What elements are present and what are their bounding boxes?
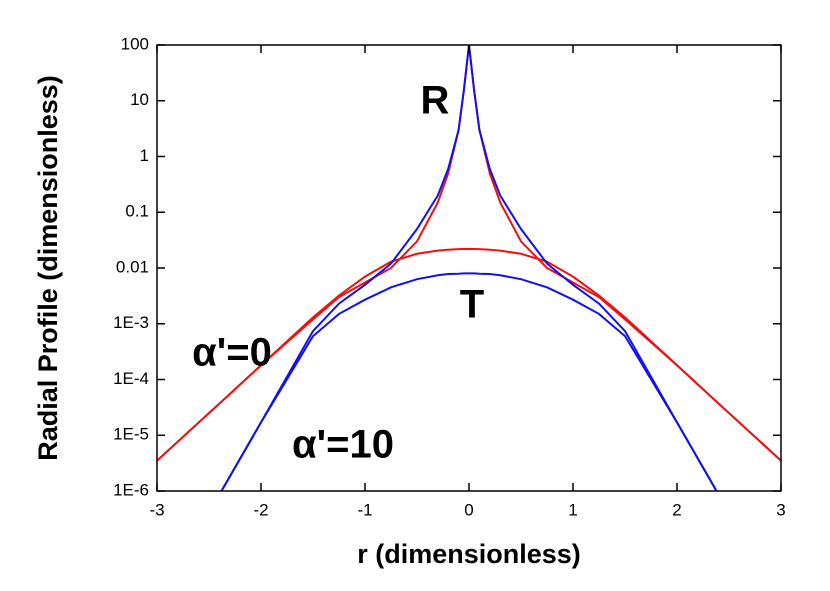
annotation: T bbox=[460, 283, 484, 327]
x-tick-label: -1 bbox=[357, 500, 372, 519]
y-tick-label: 1 bbox=[140, 146, 149, 165]
annotation: R bbox=[421, 79, 450, 123]
annotation: α'=10 bbox=[292, 423, 394, 467]
y-tick-label: 1E-4 bbox=[113, 369, 149, 388]
y-tick-label: 100 bbox=[121, 34, 149, 53]
y-axis-label: Radial Profile (dimensionless) bbox=[33, 75, 63, 461]
x-tick-label: 1 bbox=[568, 500, 577, 519]
y-tick-label: 1E-6 bbox=[113, 480, 149, 499]
y-tick-label: 10 bbox=[130, 90, 149, 109]
x-tick-label: -3 bbox=[149, 500, 164, 519]
x-tick-label: 0 bbox=[464, 500, 473, 519]
line-series bbox=[157, 247, 781, 462]
y-tick-label: 0.1 bbox=[125, 202, 149, 221]
x-tick-label: 3 bbox=[776, 500, 785, 519]
annotation: α'=0 bbox=[192, 331, 272, 375]
plot-frame bbox=[156, 44, 782, 492]
y-tick-label: 0.01 bbox=[116, 257, 149, 276]
x-tick-label: -2 bbox=[253, 500, 268, 519]
line-series bbox=[220, 272, 718, 491]
line-series bbox=[220, 45, 718, 491]
line-series bbox=[157, 45, 781, 462]
x-tick-label: 2 bbox=[672, 500, 681, 519]
x-axis-label: r (dimensionless) bbox=[357, 539, 581, 569]
y-tick-label: 1E-3 bbox=[113, 313, 149, 332]
y-tick-label: 1E-5 bbox=[113, 425, 149, 444]
